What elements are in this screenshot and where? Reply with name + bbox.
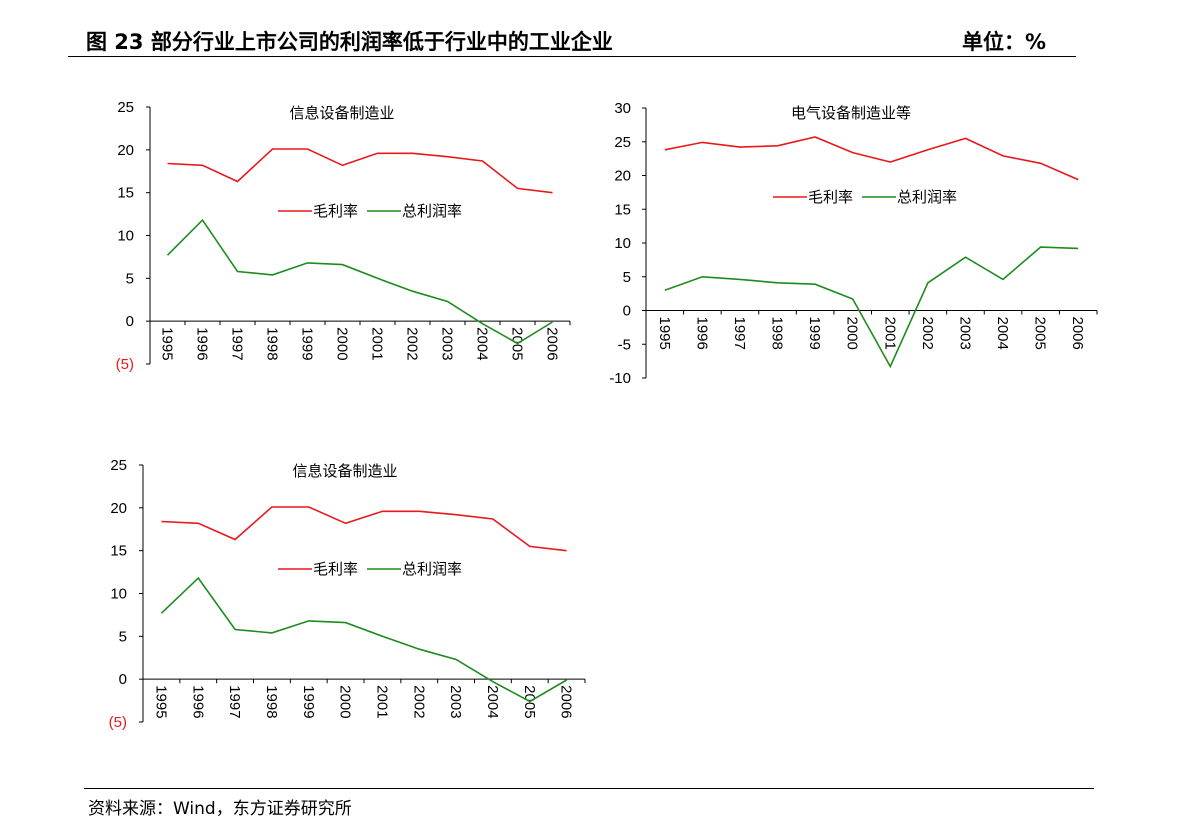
x-tick-label: 2000	[337, 685, 354, 718]
figure-title: 图 23 部分行业上市公司的利润率低于行业中的工业企业	[86, 30, 613, 54]
y-tick-label: 0	[126, 313, 134, 330]
legend-label: 总利润率	[402, 561, 462, 578]
x-tick-label: 1997	[226, 685, 243, 718]
x-tick-label: 2004	[474, 327, 491, 360]
chart-title: 信息设备制造业	[292, 463, 397, 480]
y-tick-label: -10	[609, 370, 631, 387]
x-tick-label: 1995	[159, 327, 176, 360]
x-tick-label: 2004	[994, 317, 1011, 350]
x-tick-label: 2000	[334, 327, 351, 360]
legend-label: 总利润率	[402, 203, 462, 220]
x-tick-label: 2002	[404, 327, 421, 360]
y-tick-label: 30	[614, 100, 631, 117]
legend-label: 毛利率	[313, 203, 358, 220]
x-tick-label: 2006	[1069, 317, 1086, 350]
x-tick-label: 2002	[919, 317, 936, 350]
x-tick-label: 2000	[844, 317, 861, 350]
x-tick-label: 1999	[299, 327, 316, 360]
series-line-profit-margin	[166, 218, 553, 345]
x-tick-label: 2004	[484, 685, 501, 718]
source-note: 资料来源：Wind，东方证券研究所	[88, 799, 352, 819]
unit-label: 单位：%	[961, 30, 1046, 54]
x-tick-label: 2006	[544, 327, 561, 360]
chart-info-equipment-bottom: 信息设备制造业 25 20 15 10 5 0 (5) 1995 1996 1997 1998 1999…	[109, 457, 586, 731]
x-tick-label: 1998	[264, 327, 281, 360]
bottom-rule	[84, 788, 1094, 789]
y-tick-label: 25	[117, 99, 134, 116]
x-tick-label: 1998	[263, 685, 280, 718]
y-tick-label: 10	[117, 228, 134, 245]
y-tick-label: 15	[614, 201, 631, 218]
y-tick-label: 5	[623, 269, 631, 286]
y-tick-label: 5	[119, 628, 127, 645]
x-tick-label: 2002	[410, 685, 427, 718]
legend-label: 毛利率	[808, 189, 853, 206]
y-tick-label: 25	[614, 134, 631, 151]
x-tick-label: 1996	[693, 317, 710, 350]
legend-label: 总利润率	[897, 189, 957, 206]
x-tick-label: 2005	[1032, 317, 1049, 350]
x-tick-label: 1997	[229, 327, 246, 360]
y-tick-label: 10	[110, 586, 127, 603]
y-tick-label: 20	[614, 168, 631, 185]
series-line-profit-margin	[160, 576, 568, 703]
y-tick-label: 10	[614, 235, 631, 252]
y-tick-label: 5	[126, 270, 134, 287]
top-rule	[68, 56, 1076, 57]
y-tick-label: 0	[119, 671, 127, 688]
y-tick-label: -5	[618, 336, 631, 353]
series-line-gross-margin	[167, 148, 553, 194]
x-tick-label: 1999	[806, 317, 823, 350]
x-tick-label: 1996	[189, 685, 206, 718]
figure-header: 图 23 部分行业上市公司的利润率低于行业中的工业企业 单位：%	[86, 26, 1076, 56]
x-tick-label: 2001	[369, 327, 386, 360]
x-tick-label: 1995	[152, 685, 169, 718]
x-tick-label: 1995	[656, 317, 673, 350]
chart-info-equipment-top: 信息设备制造业 25 20 15 10 5 0 (5) 1995 1996 1997 1998 1999…	[116, 99, 571, 373]
y-tick-label: (5)	[109, 714, 127, 731]
chart-title: 信息设备制造业	[289, 105, 394, 122]
y-tick-label: 25	[110, 457, 127, 474]
legend-label: 毛利率	[313, 561, 358, 578]
x-tick-label: 2003	[439, 327, 456, 360]
y-tick-label: 20	[110, 500, 127, 517]
y-tick-label: 0	[623, 303, 631, 320]
y-tick-label: 20	[117, 142, 134, 159]
x-tick-label: 2001	[373, 685, 390, 718]
x-tick-label: 2003	[447, 685, 464, 718]
series-line-gross-margin	[161, 506, 567, 552]
chart-title: 电气设备制造业等	[791, 104, 911, 122]
series-line-profit-margin	[664, 246, 1079, 369]
x-tick-label: 1996	[194, 327, 211, 360]
series-line-gross-margin	[664, 136, 1079, 181]
x-tick-label: 2001	[881, 317, 898, 350]
x-tick-label: 2006	[558, 685, 575, 718]
x-tick-label: 1997	[731, 317, 748, 350]
y-tick-label: (5)	[116, 356, 134, 373]
y-tick-label: 15	[110, 543, 127, 560]
x-tick-label: 1998	[769, 317, 786, 350]
x-tick-label: 1999	[300, 685, 317, 718]
y-tick-label: 15	[117, 185, 134, 202]
chart-electrical-equipment: 电气设备制造业等 30 25 20 15 10 5 0 -5 -10 1995 1996 1997 199…	[609, 100, 1098, 387]
x-tick-label: 2003	[956, 317, 973, 350]
